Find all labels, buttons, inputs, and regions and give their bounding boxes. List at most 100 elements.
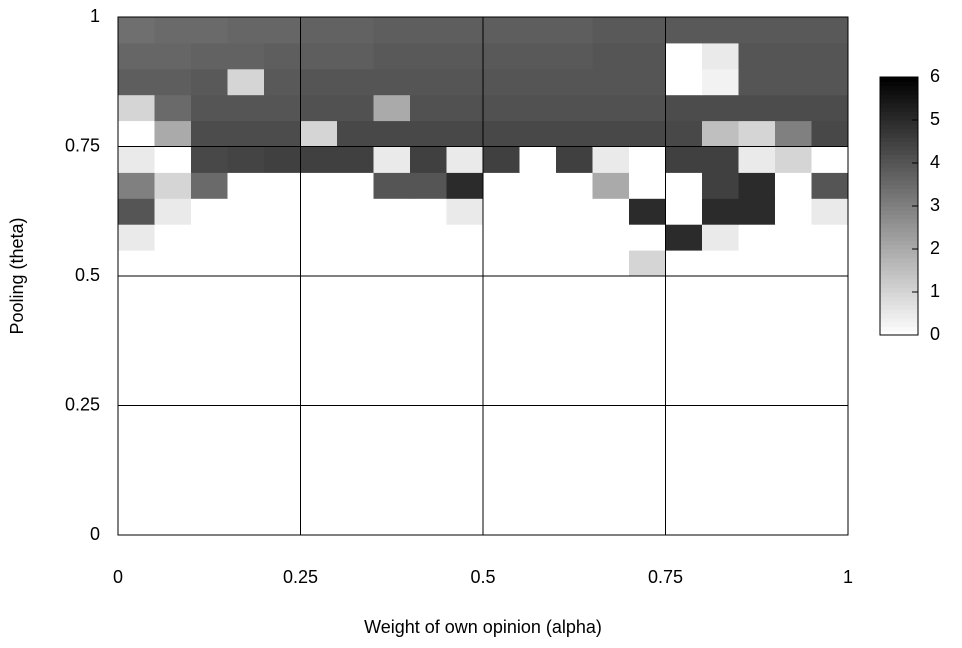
heat-cell <box>227 379 265 406</box>
x-tick-label: 0.25 <box>283 567 318 587</box>
heat-cell <box>410 327 447 355</box>
heat-cell <box>227 509 265 536</box>
heat-cell <box>337 405 374 432</box>
heat-cell <box>410 405 447 432</box>
heat-cell <box>702 198 739 225</box>
heat-cell <box>264 276 301 303</box>
heat-cell <box>154 353 192 381</box>
heat-cell <box>592 172 630 199</box>
heat-cell <box>373 483 411 510</box>
heat-cell <box>373 250 411 277</box>
colorbar-step <box>880 287 918 293</box>
heat-cell <box>556 276 593 303</box>
heat-cell <box>264 68 301 96</box>
y-tick-label: 0.25 <box>65 394 100 414</box>
heat-cell <box>556 405 593 432</box>
heat-cell <box>264 146 301 173</box>
heat-cell <box>556 327 593 355</box>
colorbar-step <box>880 236 918 241</box>
heat-cell <box>154 146 192 173</box>
heat-cell <box>775 120 812 147</box>
colorbar-step <box>880 180 918 185</box>
heat-cell <box>446 250 484 277</box>
heat-cell <box>519 301 557 329</box>
heat-cell <box>300 146 338 173</box>
heat-cell <box>154 42 192 70</box>
heat-cell <box>665 276 703 303</box>
colorbar-step <box>880 77 918 82</box>
heat-cell <box>702 42 739 70</box>
heat-cell <box>337 379 374 406</box>
colorbar-step <box>880 304 918 310</box>
heat-cell <box>446 224 484 251</box>
heat-cell <box>665 353 703 381</box>
heat-cell <box>373 224 411 251</box>
heat-cell <box>556 17 593 44</box>
colorbar-step <box>880 249 918 254</box>
colorbar-step <box>880 175 918 181</box>
heat-cell <box>665 120 703 147</box>
heat-cell <box>811 483 849 510</box>
heat-cell <box>118 431 155 458</box>
heat-cell <box>118 68 155 96</box>
heat-cell <box>665 379 703 406</box>
heat-cell <box>592 68 630 96</box>
heat-cell <box>337 301 374 329</box>
heat-cell <box>775 94 812 122</box>
heat-cell <box>556 509 593 536</box>
heat-cell <box>702 68 739 96</box>
heat-cell <box>738 17 776 44</box>
heat-cell <box>446 198 484 225</box>
heat-cell <box>191 94 228 122</box>
heat-cell <box>592 327 630 355</box>
heat-cell <box>446 457 484 484</box>
heat-cell <box>665 42 703 70</box>
heat-cell <box>738 42 776 70</box>
heat-cell <box>373 301 411 329</box>
heat-cell <box>446 431 484 458</box>
heat-cell <box>410 276 447 303</box>
colorbar-step <box>880 231 918 237</box>
colorbar-step <box>880 330 918 336</box>
heat-cell <box>337 68 374 96</box>
heat-cell <box>227 172 265 199</box>
heat-cell <box>300 42 338 70</box>
y-tick-label: 0.75 <box>65 135 100 155</box>
colorbar-step <box>880 240 918 246</box>
heat-cell <box>373 379 411 406</box>
heat-cell <box>519 327 557 355</box>
heat-cell <box>118 250 155 277</box>
heat-cell <box>410 224 447 251</box>
heat-cell <box>483 276 520 303</box>
heat-cell <box>446 327 484 355</box>
heat-cell <box>300 17 338 44</box>
heat-cell <box>738 94 776 122</box>
heat-cell <box>300 353 338 381</box>
heat-cell <box>702 405 739 432</box>
heat-cell <box>446 509 484 536</box>
heat-cell <box>519 120 557 147</box>
heat-cell <box>665 327 703 355</box>
heat-cell <box>811 224 849 251</box>
heat-cell <box>264 17 301 44</box>
heat-cell <box>373 94 411 122</box>
heat-cell <box>702 379 739 406</box>
heat-cell <box>446 353 484 381</box>
heat-cell <box>738 405 776 432</box>
heat-cell <box>191 146 228 173</box>
heat-cell <box>592 353 630 381</box>
heat-cell <box>300 457 338 484</box>
heat-cell <box>191 172 228 199</box>
heat-cell <box>629 509 666 536</box>
colorbar-step <box>880 309 918 314</box>
colorbar-step <box>880 111 918 117</box>
heat-cell <box>775 379 812 406</box>
heat-cell <box>300 405 338 432</box>
heat-cell <box>118 94 155 122</box>
heat-cell <box>556 172 593 199</box>
heat-cell <box>483 405 520 432</box>
heat-cell <box>227 327 265 355</box>
heat-cell <box>702 224 739 251</box>
colorbar-step <box>880 81 918 87</box>
heat-cell <box>300 327 338 355</box>
